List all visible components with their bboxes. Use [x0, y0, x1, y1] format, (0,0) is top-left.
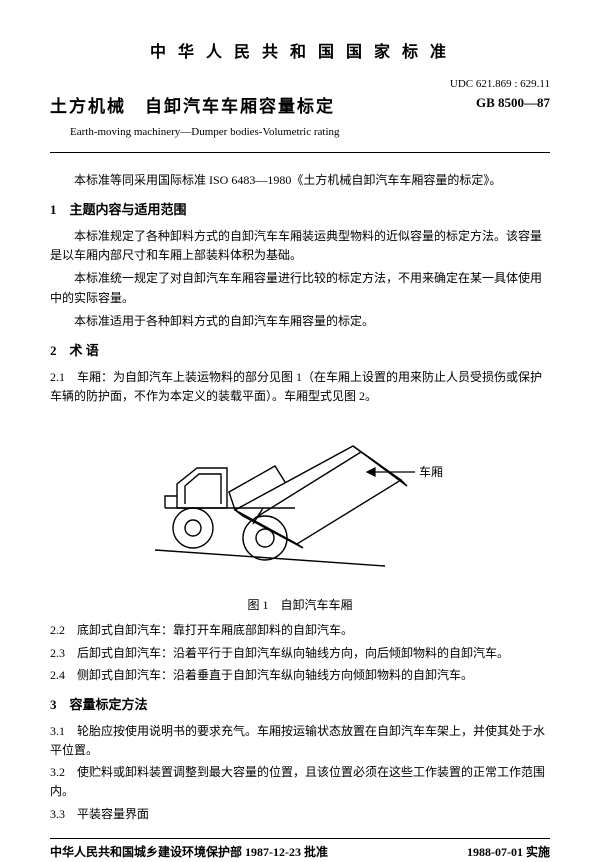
clause-2-3: 2.3 后卸式自卸汽车：沿着平行于自卸汽车纵向轴线方向，向后倾卸物料的自卸汽车。 — [50, 644, 550, 663]
section-3-heading: 3 容量标定方法 — [50, 695, 550, 716]
intro-paragraph: 本标准等同采用国际标准 ISO 6483—1980《土方机械自卸汽车车厢容量的标… — [50, 171, 550, 190]
clause-3-1: 3.1 轮胎应按使用说明书的要求充气。车厢按运输状态放置在自卸汽车车架上，并使其… — [50, 722, 550, 760]
title-english: Earth-moving machinery—Dumper bodies-Vol… — [50, 124, 550, 142]
footer-approval: 中华人民共和国城乡建设环境保护部 1987-12-23 批准 — [50, 843, 328, 862]
footer-effective: 1988-07-01 实施 — [467, 843, 550, 862]
section-1-heading: 1 主题内容与适用范围 — [50, 200, 550, 221]
clause-3-2: 3.2 使贮料或卸料装置调整到最大容量的位置，且该位置必须在这些工作装置的正常工… — [50, 763, 550, 801]
national-standard-heading: 中 华 人 民 共 和 国 国 家 标 准 — [50, 40, 550, 66]
section-1-para-1: 本标准规定了各种卸料方式的自卸汽车车厢装运典型物料的近似容量的标定方法。该容量是… — [50, 227, 550, 265]
figure-1: 车厢 — [50, 416, 550, 592]
figure-1-caption: 图 1 自卸汽车车厢 — [50, 596, 550, 615]
section-2-heading: 2 术 语 — [50, 341, 550, 362]
udc-code: UDC 621.869 : 629.11 — [50, 74, 550, 94]
gb-code: GB 8500—87 — [476, 93, 550, 114]
clause-3-3: 3.3 平装容量界面 — [50, 805, 550, 824]
title-chinese: 土方机械 自卸汽车车厢容量标定 — [50, 93, 335, 120]
section-1-para-2: 本标准统一规定了对自卸汽车车厢容量进行比较的标定方法，不用来确定在某一具体使用中… — [50, 269, 550, 307]
clause-2-2: 2.2 底卸式自卸汽车：靠打开车厢底部卸料的自卸汽车。 — [50, 621, 550, 640]
clause-2-1: 2.1 车厢：为自卸汽车上装运物料的部分见图 1（在车厢上设置的用来防止人员受损… — [50, 368, 550, 406]
header-divider — [50, 152, 550, 153]
clause-2-4: 2.4 侧卸式自卸汽车：沿着垂直于自卸汽车纵向轴线方向倾卸物料的自卸汽车。 — [50, 666, 550, 685]
figure-label: 车厢 — [419, 464, 443, 479]
footer-divider — [50, 838, 550, 839]
section-1-para-3: 本标准适用于各种卸料方式的自卸汽车车厢容量的标定。 — [50, 312, 550, 331]
